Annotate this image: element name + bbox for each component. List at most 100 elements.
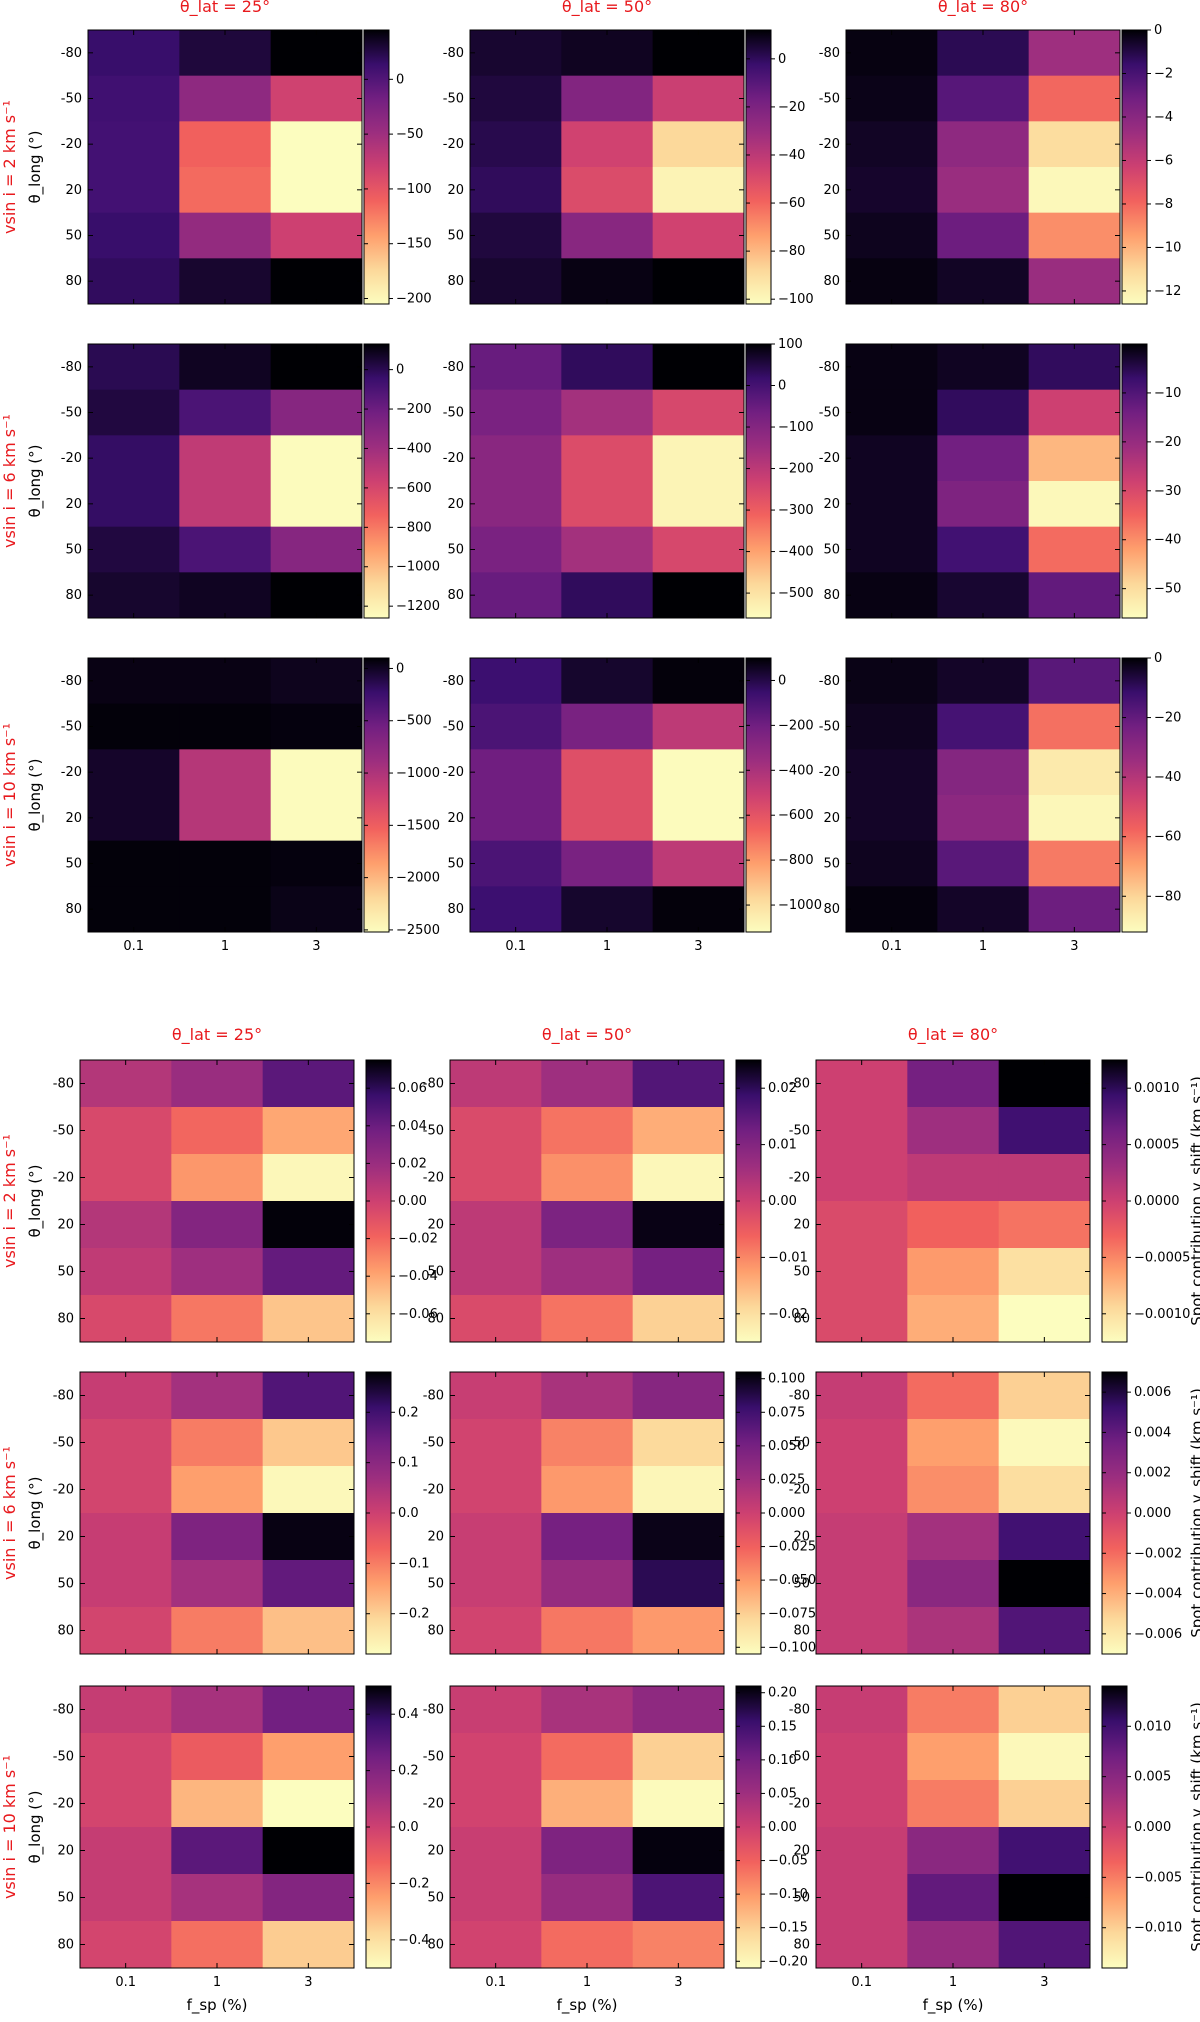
colorbar bbox=[364, 344, 389, 618]
heatmap-cell bbox=[88, 481, 180, 528]
heatmap-cell bbox=[652, 795, 745, 842]
heatmap-cell bbox=[632, 1921, 725, 1969]
heatmap-cell bbox=[907, 1201, 1000, 1249]
heatmap-cell bbox=[846, 526, 938, 573]
y-tick-label: 80 bbox=[65, 274, 82, 289]
heatmap-cell bbox=[632, 1154, 725, 1202]
heatmap-cell bbox=[561, 572, 654, 619]
heatmap-cell bbox=[270, 703, 363, 750]
heatmap-cell bbox=[816, 1154, 908, 1202]
heatmap-cell bbox=[470, 658, 562, 705]
heatmap-cell bbox=[998, 1513, 1091, 1561]
row-label: vsin i = 2 km s⁻¹ bbox=[0, 1134, 19, 1268]
heatmap-cell bbox=[846, 658, 938, 705]
colorbar-tick-label: −0.20 bbox=[768, 1954, 808, 1969]
y-tick-label: 20 bbox=[65, 811, 82, 826]
y-tick-label: 20 bbox=[427, 1218, 444, 1233]
y-tick-label: -20 bbox=[53, 1171, 74, 1186]
heatmap-cell bbox=[632, 1733, 725, 1781]
heatmap-cell bbox=[80, 1874, 172, 1922]
heatmap-cell bbox=[937, 658, 1030, 705]
heatmap-cell bbox=[179, 30, 272, 77]
heatmap-cell bbox=[470, 435, 562, 482]
colorbar-tick-label: −0.006 bbox=[1134, 1627, 1182, 1642]
heatmap-cell bbox=[846, 749, 938, 796]
heatmap-cell bbox=[88, 526, 180, 573]
colorbar-tick-label: −600 bbox=[396, 481, 432, 496]
heatmap-cell bbox=[450, 1686, 542, 1734]
x-tick-label: 0.1 bbox=[115, 1975, 136, 1990]
heatmap-cell bbox=[998, 1733, 1091, 1781]
column-title: θ_lat = 50° bbox=[562, 0, 652, 17]
heatmap-cell bbox=[937, 75, 1030, 122]
y-tick-label: 80 bbox=[793, 1624, 810, 1639]
colorbar-tick-label: 0.005 bbox=[1134, 1770, 1171, 1785]
heatmap-cell bbox=[907, 1107, 1000, 1155]
x-tick-label: 0.1 bbox=[485, 1975, 506, 1990]
y-tick-label: 80 bbox=[823, 274, 840, 289]
heatmap-cell bbox=[270, 212, 363, 259]
heatmap-cell bbox=[470, 795, 562, 842]
y-tick-label: 20 bbox=[65, 497, 82, 512]
heatmap-cell bbox=[632, 1419, 725, 1467]
y-tick-label: -20 bbox=[423, 1171, 444, 1186]
x-axis-label: f_sp (%) bbox=[187, 1996, 248, 2015]
y-tick-label: -80 bbox=[789, 1389, 810, 1404]
y-tick-label: -80 bbox=[819, 46, 840, 61]
colorbar-frame bbox=[363, 343, 390, 619]
heatmap-cell bbox=[1028, 886, 1121, 933]
heatmap-cell bbox=[470, 121, 562, 168]
colorbar-tick-label: −0.01 bbox=[768, 1250, 808, 1265]
heatmap-cell bbox=[262, 1607, 355, 1655]
colorbar-tick-label: 0.0 bbox=[398, 1506, 419, 1521]
y-tick-label: 50 bbox=[427, 1891, 444, 1906]
row-label: vsin i = 10 km s⁻¹ bbox=[0, 1755, 19, 1899]
heatmap-cell bbox=[998, 1780, 1091, 1828]
colorbar-tick-label: −0.04 bbox=[398, 1269, 438, 1284]
y-tick-label: -20 bbox=[61, 137, 82, 152]
heatmap-cell bbox=[541, 1921, 634, 1969]
x-tick-label: 0.1 bbox=[881, 939, 902, 954]
heatmap-cell bbox=[907, 1921, 1000, 1969]
heatmap-cell bbox=[470, 481, 562, 528]
colorbar-tick-label: −0.06 bbox=[398, 1307, 438, 1322]
y-tick-label: -20 bbox=[819, 765, 840, 780]
heatmap-cell bbox=[88, 389, 180, 436]
heatmap-cell bbox=[816, 1780, 908, 1828]
heatmap-cell bbox=[179, 435, 272, 482]
heatmap-cell bbox=[262, 1107, 355, 1155]
heatmap-cell bbox=[541, 1060, 634, 1108]
y-axis-label: θ_long (°) bbox=[26, 1476, 45, 1549]
heatmap-cell bbox=[652, 344, 745, 391]
heatmap-cell bbox=[270, 572, 363, 619]
y-tick-label: 80 bbox=[57, 1312, 74, 1327]
heatmap-cell bbox=[561, 658, 654, 705]
y-tick-label: -50 bbox=[423, 1436, 444, 1451]
heatmap-cell bbox=[88, 840, 180, 887]
x-tick-label: 0.1 bbox=[505, 939, 526, 954]
colorbar-tick-label: 0.2 bbox=[398, 1405, 419, 1420]
heatmap-cell bbox=[1028, 481, 1121, 528]
heatmap-cell bbox=[450, 1874, 542, 1922]
x-axis-label: f_sp (%) bbox=[557, 1996, 618, 2015]
heatmap-cell bbox=[998, 1419, 1091, 1467]
heatmap-cell bbox=[80, 1827, 172, 1875]
heatmap-cell bbox=[541, 1154, 634, 1202]
y-tick-label: -50 bbox=[789, 1436, 810, 1451]
colorbar-tick-label: −80 bbox=[1154, 889, 1181, 904]
colorbar bbox=[1102, 1686, 1127, 1968]
heatmap-cell bbox=[998, 1154, 1091, 1202]
heatmap-cell bbox=[907, 1419, 1000, 1467]
colorbar bbox=[736, 1060, 761, 1342]
y-tick-label: 50 bbox=[823, 543, 840, 558]
colorbar-tick-label: −1000 bbox=[396, 560, 440, 575]
heatmap-panel: -80 -50 -20 20 50 80 0.0010 0.0005 0.0000 −0.0005… bbox=[789, 1059, 1200, 1343]
colorbar bbox=[746, 658, 771, 932]
heatmap-cell bbox=[652, 435, 745, 482]
heatmap-cell bbox=[998, 1560, 1091, 1608]
heatmap-cell bbox=[998, 1248, 1091, 1296]
heatmap-panel: -80 -50 -20 20 50 80 0 −20 −40 −60 −80 −100 bbox=[443, 29, 814, 307]
heatmap-cell bbox=[998, 1060, 1091, 1108]
heatmap-cell bbox=[179, 572, 272, 619]
heatmap-panel: -80 -50 -20 20 50 80 0.1 1 3 0 −200 −400 −600 −800 −10… bbox=[443, 657, 822, 954]
